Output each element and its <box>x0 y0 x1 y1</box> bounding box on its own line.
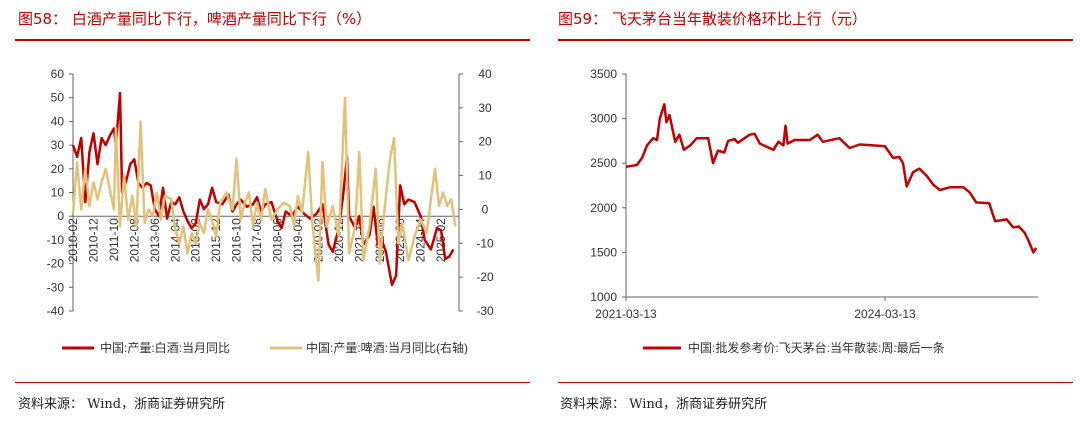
left-y-tick-label: 10 <box>51 186 65 200</box>
left-y-tick-label: 50 <box>51 91 65 105</box>
x-tick-label: 2015-12 <box>209 218 223 262</box>
left-y-tick-label: 0 <box>57 209 64 223</box>
legend-label: 中国:产量:啤酒:当月同比(右轴) <box>306 340 468 355</box>
source-right: 资料来源： Wind，浙商证券研究所 <box>560 397 768 412</box>
footer-rule-right <box>558 382 1073 383</box>
title-rule-right <box>558 39 1073 41</box>
left-y-tick-label: 60 <box>51 67 65 81</box>
left-y-tick-label: -10 <box>47 233 65 247</box>
y-tick-label: 1500 <box>590 245 617 259</box>
chart-title-left: 图58： 白酒产量同比下行，啤酒产量同比下行（%） <box>18 10 372 28</box>
right-y-tick-label: 20 <box>478 135 492 149</box>
x-tick-label: 2010-12 <box>86 218 100 262</box>
series-line-beer <box>71 96 457 282</box>
source-left: 资料来源： Wind，浙商证券研究所 <box>18 397 226 412</box>
title-rule-left <box>15 39 530 41</box>
right-y-tick-label: 10 <box>478 169 492 183</box>
x-tick-label: 2016-10 <box>230 218 244 262</box>
series-line-baijiu <box>71 91 455 287</box>
chart-panel-left: 图58： 白酒产量同比下行，啤酒产量同比下行（%） 资料来源： Wind，浙商证… <box>15 10 530 412</box>
right-y-tick-label: -20 <box>476 270 494 284</box>
right-y-tick-label: 30 <box>478 101 492 115</box>
left-y-tick-label: 30 <box>51 138 65 152</box>
left-y-tick-label: 40 <box>51 114 65 128</box>
chart-panel-right: 图59： 飞天茅台当年散装价格环比上行（元） 资料来源： Wind，浙商证券研究… <box>540 0 1080 429</box>
left-y-tick-label: -40 <box>47 304 65 318</box>
legend-label: 中国:批发参考价:飞天茅台:当年散装:周:最后一条 <box>688 340 945 355</box>
right-y-tick-label: -10 <box>476 236 494 250</box>
y-tick-label: 1000 <box>590 290 617 304</box>
y-tick-label: 2500 <box>590 156 617 170</box>
left-y-tick-label: -20 <box>47 257 65 271</box>
right-y-tick-label: 40 <box>478 67 492 81</box>
y-tick-label: 2000 <box>590 201 617 215</box>
x-tick-label: 2011-10 <box>107 218 121 261</box>
x-tick-label: 2020-12 <box>332 218 346 262</box>
x-tick-label: 2010-02 <box>66 218 80 262</box>
x-tick-label: 2017-08 <box>250 218 264 262</box>
y-tick-label: 3000 <box>590 112 617 126</box>
footer-rule-left <box>15 382 530 383</box>
x-tick-label: 2012-08 <box>127 218 141 262</box>
x-tick-label: 2019-04 <box>291 218 305 262</box>
x-tick-label: 2024-03-13 <box>854 307 916 321</box>
right-y-tick-label: 0 <box>482 202 489 216</box>
x-tick-label: 2014-04 <box>168 218 182 262</box>
x-tick-label: 2025-02 <box>434 218 448 262</box>
chart-title-right: 图59： 飞天茅台当年散装价格环比上行（元） <box>558 10 867 28</box>
left-y-tick-label: -30 <box>47 280 65 294</box>
y-tick-label: 3500 <box>590 67 617 81</box>
series-line-moutai-price <box>625 103 1038 254</box>
x-tick-label: 2021-03-13 <box>595 307 657 321</box>
x-tick-label: 2013-06 <box>148 218 162 262</box>
left-y-tick-label: 20 <box>51 162 65 176</box>
legend-label: 中国:产量:白酒:当月同比 <box>100 340 230 355</box>
right-y-tick-label: -30 <box>476 304 494 318</box>
